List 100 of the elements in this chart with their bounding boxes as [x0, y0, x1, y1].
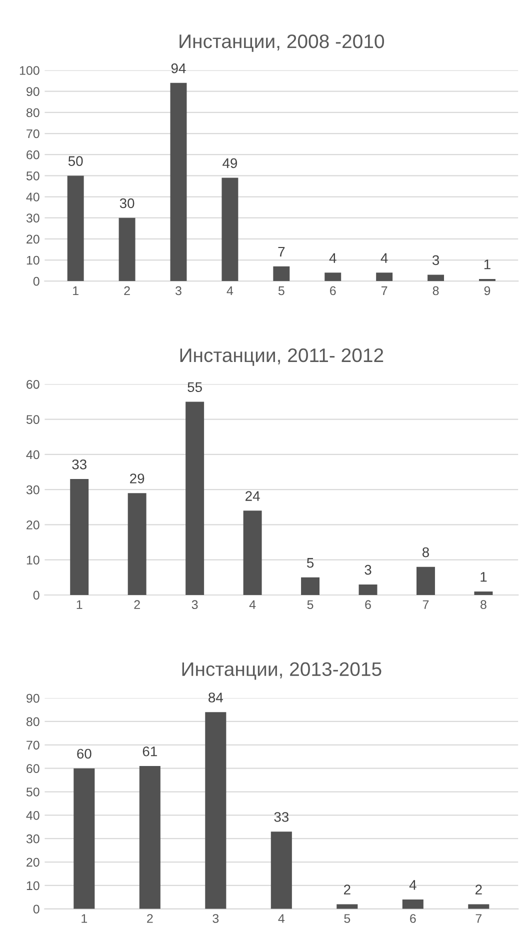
data-label: 4	[380, 253, 388, 263]
x-tick-label: 8	[480, 600, 486, 610]
y-tick-label: 30	[26, 485, 40, 494]
bar	[67, 176, 84, 282]
chart-title: Инстанции, 2013-2015	[182, 662, 382, 680]
y-tick-label: 30	[26, 834, 40, 844]
x-tick-label: 4	[249, 600, 256, 609]
x-tick-label: 7	[476, 914, 482, 923]
bar	[74, 768, 95, 909]
x-tick-label: 1	[76, 600, 82, 609]
y-tick-label: 70	[26, 740, 40, 750]
y-tick-label: 10	[26, 256, 40, 265]
data-label: 1	[484, 260, 490, 270]
data-label: 3	[432, 255, 440, 266]
chart-title: Инстанции, 2011- 2012	[180, 348, 384, 366]
data-label: 2	[475, 884, 482, 894]
data-label: 4	[329, 253, 336, 263]
x-tick-label: 6	[365, 600, 371, 610]
y-tick-label: 10	[26, 881, 40, 890]
y-tick-label: 30	[26, 214, 40, 223]
bar	[358, 584, 378, 595]
y-tick-label: 50	[26, 171, 40, 180]
bar	[186, 402, 204, 595]
data-label: 29	[130, 474, 144, 484]
y-tick-label: 60	[26, 150, 40, 160]
data-label: 33	[72, 460, 86, 470]
data-label: 61	[142, 746, 157, 756]
data-label: 8	[422, 547, 429, 558]
x-tick-label: 5	[278, 286, 284, 296]
y-tick-label: 20	[26, 520, 40, 530]
bar	[402, 900, 424, 909]
bar	[324, 272, 342, 282]
x-tick-label: 7	[422, 600, 429, 609]
y-tick-label: 0	[33, 590, 40, 600]
x-tick-label: 9	[484, 286, 490, 296]
bar	[270, 832, 292, 909]
data-label: 24	[246, 491, 260, 501]
bar	[118, 218, 136, 282]
x-tick-label: 5	[344, 914, 350, 923]
bar	[376, 272, 393, 282]
data-label: 84	[208, 692, 223, 702]
x-tick-label: 2	[147, 914, 153, 923]
y-tick-label: 20	[26, 234, 40, 244]
bar	[222, 178, 238, 282]
bar	[139, 766, 160, 909]
y-tick-label: 70	[26, 129, 40, 138]
bar	[336, 904, 358, 909]
bar	[128, 493, 146, 595]
x-tick-label: 2	[134, 600, 140, 609]
chart-title: Инстанции, 2008 -2010	[180, 34, 384, 52]
bar	[416, 566, 435, 595]
data-label: 1	[480, 572, 487, 582]
bar	[468, 904, 490, 909]
y-tick-label: 20	[26, 858, 40, 867]
x-tick-label: 3	[212, 914, 219, 923]
data-label: 60	[77, 748, 92, 759]
bar	[428, 274, 444, 282]
x-tick-label: 5	[307, 600, 314, 610]
data-label: 3	[364, 564, 372, 575]
x-tick-label: 1	[82, 914, 88, 923]
data-label: 55	[188, 382, 202, 392]
bar	[243, 510, 262, 595]
bar	[273, 266, 290, 282]
y-tick-label: 0	[33, 904, 40, 914]
y-tick-label: 0	[33, 276, 40, 286]
bar	[479, 278, 496, 282]
data-label: 30	[120, 198, 134, 208]
y-tick-label: 90	[26, 87, 40, 96]
data-label: 5	[306, 558, 314, 568]
y-tick-label: 50	[26, 788, 40, 796]
data-label: 50	[68, 156, 83, 166]
x-tick-label: 4	[226, 286, 234, 296]
bar	[205, 712, 226, 909]
y-tick-label: 40	[26, 810, 40, 820]
x-tick-label: 7	[381, 286, 388, 296]
y-tick-label: 60	[26, 764, 40, 773]
bar	[474, 591, 493, 595]
y-tick-label: 40	[26, 450, 40, 460]
y-tick-label: 60	[26, 380, 40, 389]
data-label: 2	[344, 884, 350, 894]
bar	[170, 82, 187, 282]
x-tick-label: 6	[410, 914, 416, 923]
data-label: 94	[171, 63, 186, 74]
y-tick-label: 80	[26, 717, 40, 726]
y-tick-label: 80	[26, 108, 40, 118]
x-tick-label: 1	[73, 286, 78, 296]
data-label: 33	[274, 812, 289, 822]
x-tick-label: 3	[192, 600, 198, 610]
y-tick-label: 40	[26, 192, 40, 202]
data-label: 49	[222, 158, 238, 168]
bar	[301, 577, 320, 595]
data-label: 7	[278, 246, 285, 257]
x-tick-label: 3	[176, 286, 182, 296]
x-tick-label: 6	[330, 286, 336, 296]
y-tick-label: 90	[26, 694, 40, 703]
bar	[70, 479, 89, 595]
x-tick-label: 8	[432, 286, 439, 296]
data-label: 4	[409, 880, 416, 890]
x-tick-label: 4	[278, 914, 285, 923]
y-tick-label: 10	[26, 556, 40, 565]
